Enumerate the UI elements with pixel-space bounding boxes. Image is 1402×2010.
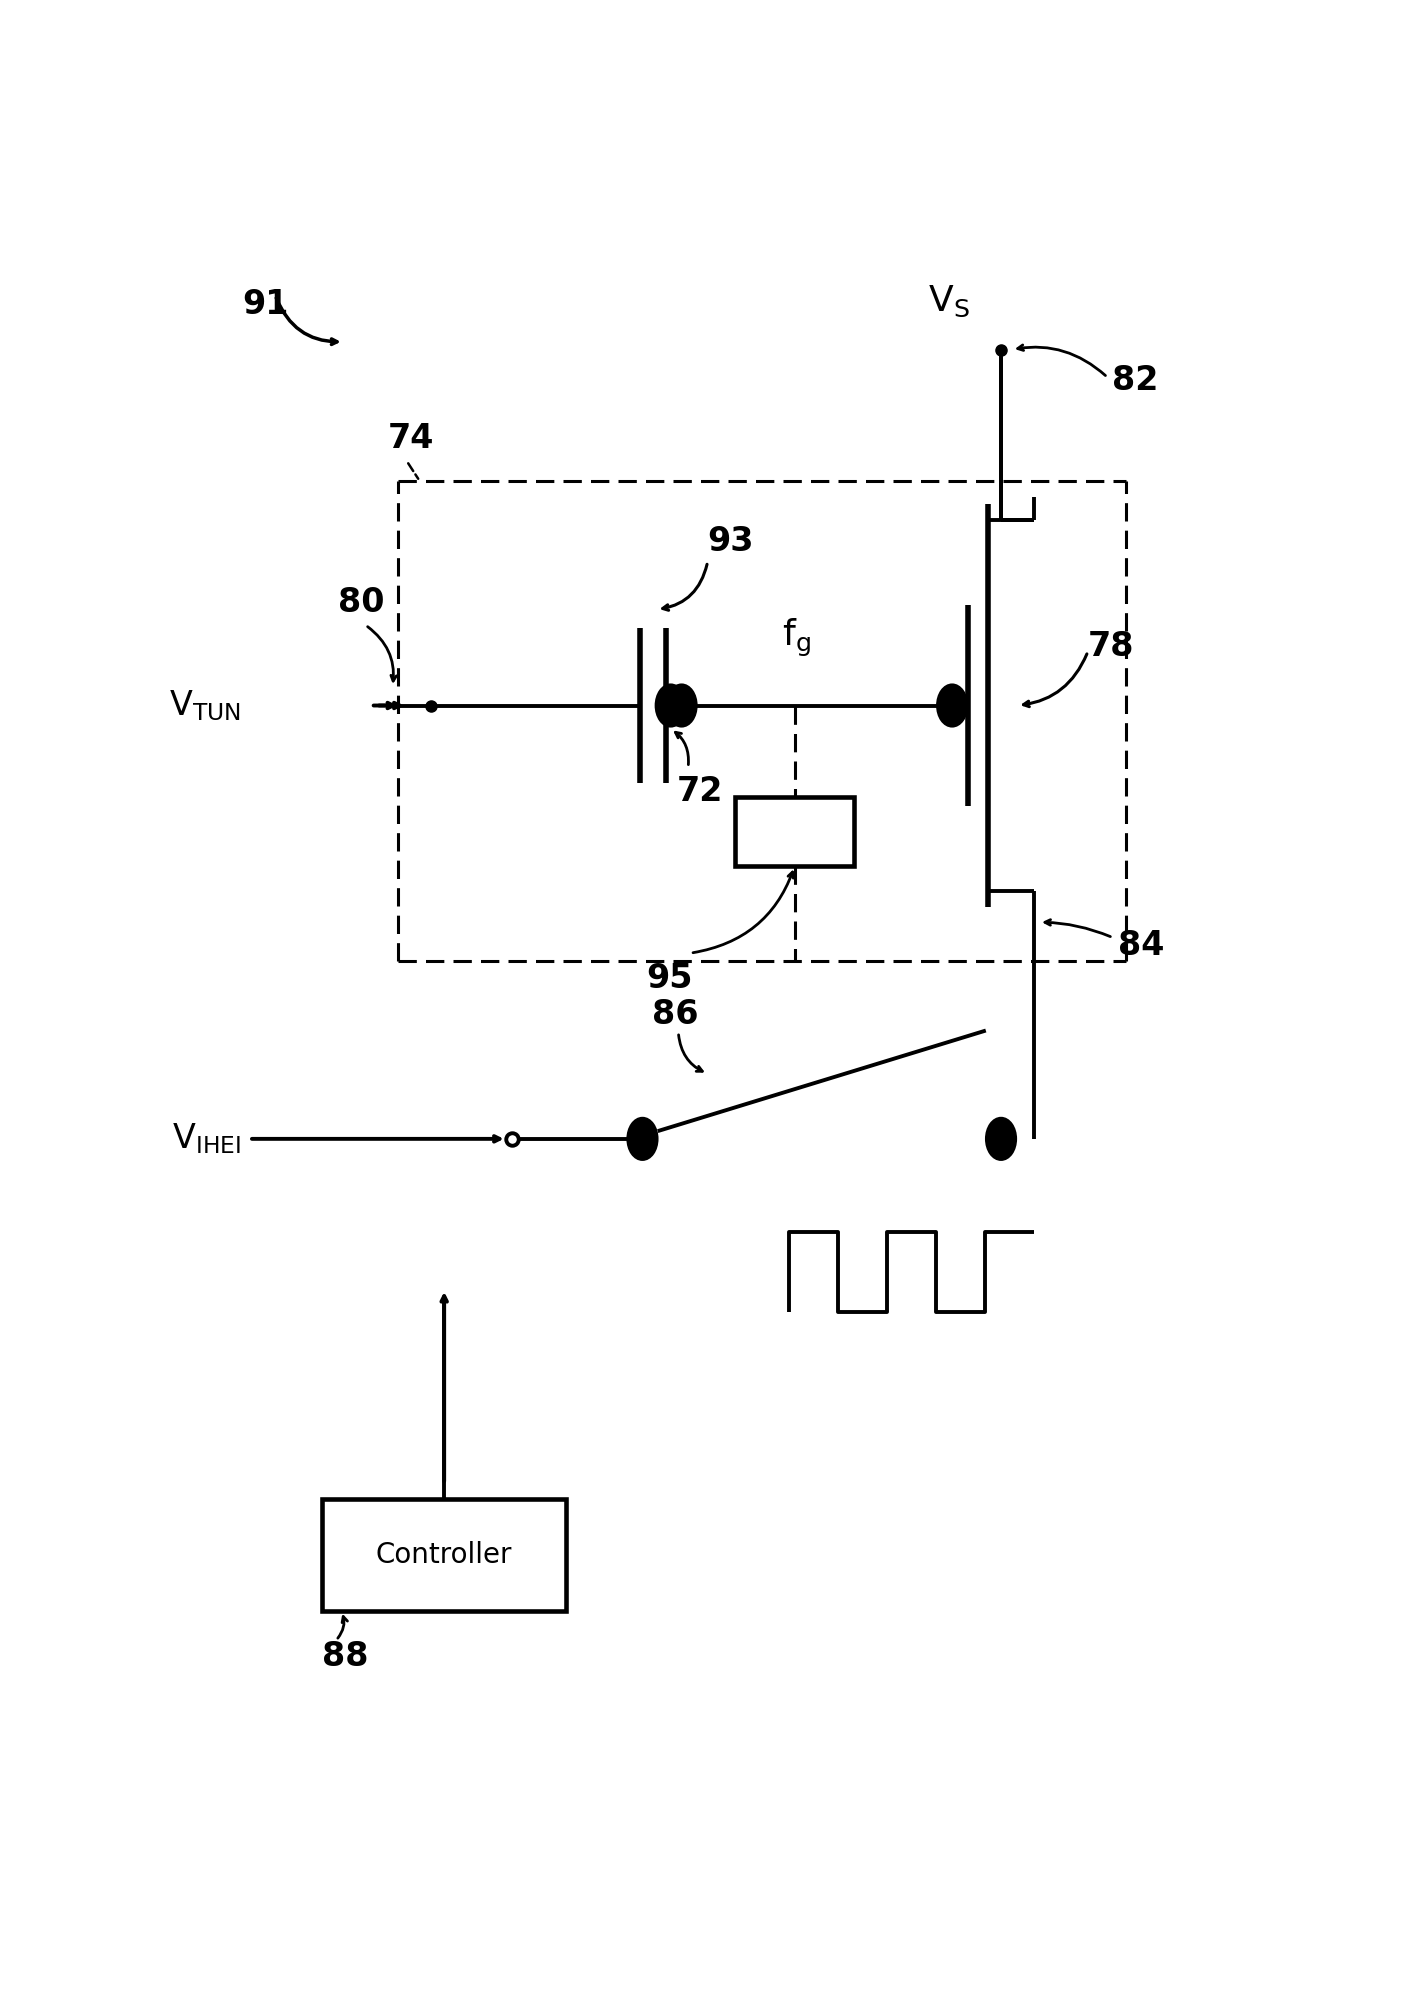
Text: V$_{\mathregular{TUN}}$: V$_{\mathregular{TUN}}$ bbox=[168, 687, 241, 724]
Text: V$_{\mathregular{IHEI}}$: V$_{\mathregular{IHEI}}$ bbox=[171, 1122, 241, 1156]
Text: 88: 88 bbox=[322, 1640, 369, 1672]
Circle shape bbox=[987, 1120, 1015, 1160]
Text: 84: 84 bbox=[1119, 929, 1165, 963]
Circle shape bbox=[656, 685, 684, 726]
Text: 93: 93 bbox=[708, 525, 754, 559]
Text: V$_{\mathregular{S}}$: V$_{\mathregular{S}}$ bbox=[928, 283, 970, 318]
Circle shape bbox=[628, 1120, 656, 1160]
Circle shape bbox=[667, 685, 695, 726]
Text: 72: 72 bbox=[677, 776, 723, 808]
Text: Controller: Controller bbox=[376, 1542, 512, 1570]
Bar bbox=[735, 796, 854, 866]
Text: 74: 74 bbox=[388, 422, 435, 454]
Text: 78: 78 bbox=[1088, 631, 1134, 663]
Text: 86: 86 bbox=[652, 997, 698, 1031]
Text: 91: 91 bbox=[243, 287, 289, 322]
Text: f$_{\mathregular{g}}$: f$_{\mathregular{g}}$ bbox=[782, 617, 812, 659]
Circle shape bbox=[938, 685, 966, 726]
Text: 95: 95 bbox=[646, 963, 693, 995]
Bar bbox=[322, 1499, 566, 1610]
Text: 82: 82 bbox=[1112, 364, 1158, 398]
Text: 80: 80 bbox=[338, 585, 384, 619]
